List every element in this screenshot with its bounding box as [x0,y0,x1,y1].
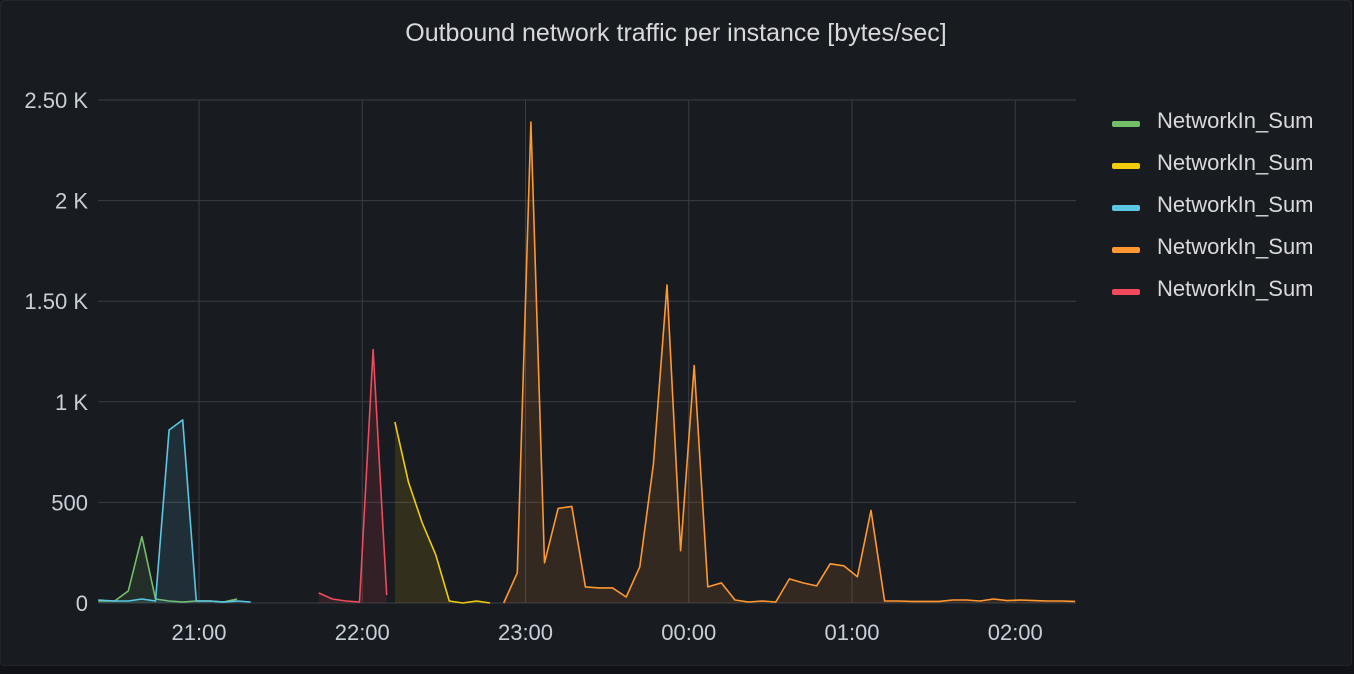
y-tick-label: 1 K [55,390,88,415]
x-tick-label: 21:00 [171,620,226,645]
legend-item[interactable]: NetworkIn_Sum [1112,184,1314,226]
legend-item[interactable]: NetworkIn_Sum [1112,268,1314,310]
legend-label: NetworkIn_Sum [1157,108,1314,133]
legend-label: NetworkIn_Sum [1157,150,1314,175]
chart-legend: NetworkIn_Sum NetworkIn_Sum NetworkIn_Sum N… [1112,100,1314,310]
x-tick-label: 02:00 [988,620,1043,645]
legend-label: NetworkIn_Sum [1157,276,1314,301]
series-area-2 [98,419,251,603]
series-area-1 [394,421,491,603]
legend-swatch [1112,247,1140,253]
series-line-3 [502,121,1076,604]
y-tick-label: 2.50 K [24,88,88,113]
series-area-3 [503,122,1076,603]
legend-label: NetworkIn_Sum [1157,234,1314,259]
series-line-2 [98,419,251,603]
legend-label: NetworkIn_Sum [1157,192,1314,217]
legend-swatch [1112,163,1140,169]
legend-swatch [1112,289,1140,295]
series-area-4 [318,349,387,603]
x-tick-label: 22:00 [335,620,390,645]
y-tick-label: 2 K [55,189,88,214]
x-tick-label: 23:00 [498,620,553,645]
legend-item[interactable]: NetworkIn_Sum [1112,142,1314,184]
y-tick-label: 1.50 K [24,289,88,314]
x-tick-label: 01:00 [824,620,879,645]
series-line-1 [394,421,491,604]
series-line-4 [318,348,388,603]
legend-swatch [1112,121,1140,127]
legend-item[interactable]: NetworkIn_Sum [1112,100,1314,142]
series-area-0 [98,536,238,603]
y-tick-label: 0 [76,591,88,616]
x-tick-label: 00:00 [661,620,716,645]
legend-swatch [1112,205,1140,211]
chart-title: Outbound network traffic per instance [b… [405,19,947,47]
legend-item[interactable]: NetworkIn_Sum [1112,226,1314,268]
y-tick-label: 500 [51,490,88,515]
